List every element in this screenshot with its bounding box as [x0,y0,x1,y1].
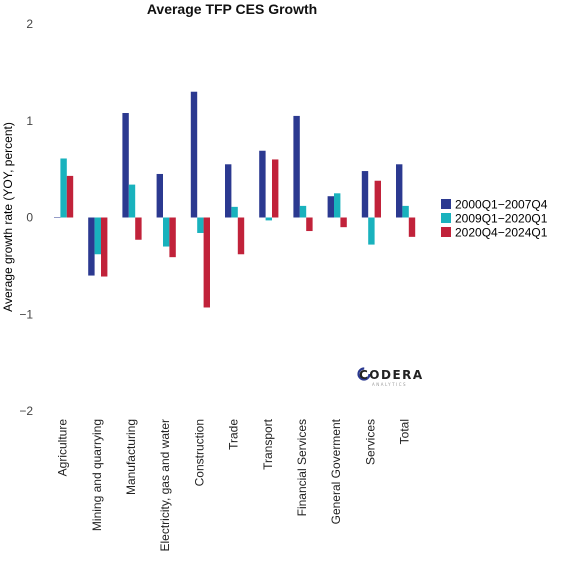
bar [334,193,341,218]
category-label: Trade [227,419,241,450]
bar [135,217,142,240]
bar [190,91,198,218]
bar [169,217,176,258]
bar [88,217,95,276]
category-label: Services [363,419,377,465]
bar [396,164,403,218]
legend-swatch [441,227,451,237]
y-axis-label: Average growth rate (YOY, percent) [1,122,15,312]
category-label: Construction [192,419,206,486]
bar [306,217,313,232]
bar [163,217,170,247]
bar [66,175,74,218]
bar [293,115,300,218]
bar [237,217,245,255]
category-label: General Goverment [329,418,343,524]
bar [203,217,210,308]
chart-title: Average TFP CES Growth [147,1,317,17]
bar [402,205,409,218]
y-tick-label: 0 [26,211,33,225]
bar [122,113,129,218]
y-tick-label: −2 [19,404,33,418]
legend-label: 2000Q1−2007Q4 [455,198,548,212]
bar [197,217,204,233]
y-tick-label: 2 [26,17,33,31]
bar [265,217,272,221]
bar [340,217,347,228]
logo-text: CODERA [359,368,424,382]
bar [272,159,279,218]
legend-label: 2020Q4−2024Q1 [455,226,548,240]
bar [374,180,381,218]
category-label: Total [398,419,412,444]
bar [259,150,266,218]
category-label: Mining and quarrying [90,419,104,531]
category-label: Transport [261,418,275,470]
bars [54,91,416,308]
y-tick-label: −1 [19,307,33,321]
bar [94,217,101,255]
bar [101,217,108,277]
bar [156,173,163,218]
bar [361,171,369,218]
y-tick-label: 1 [26,114,33,128]
category-label: Financial Services [295,419,309,516]
bar [54,217,61,218]
legend-swatch [441,213,451,223]
bar [299,205,307,218]
category-label: Manufacturing [124,419,138,495]
bar [368,217,375,245]
y-ticks: −2 −1 0 1 2 [19,17,33,418]
logo-ring-icon [357,367,371,381]
bar [225,164,232,218]
category-label: Electricity, gas and water [158,419,172,552]
logo-subtext: ANALYTICS [372,382,407,387]
bar [128,184,136,218]
bar [327,196,334,218]
bar [408,217,416,237]
category-label: Agriculture [56,419,70,477]
legend-swatch [441,199,451,209]
category-labels: Agriculture Mining and quarrying Manufactu… [56,418,412,551]
bar [60,158,67,218]
bar [231,206,238,218]
codera-logo: CODERA ANALYTICS [357,367,424,387]
legend-label: 2009Q1−2020Q1 [455,212,548,226]
